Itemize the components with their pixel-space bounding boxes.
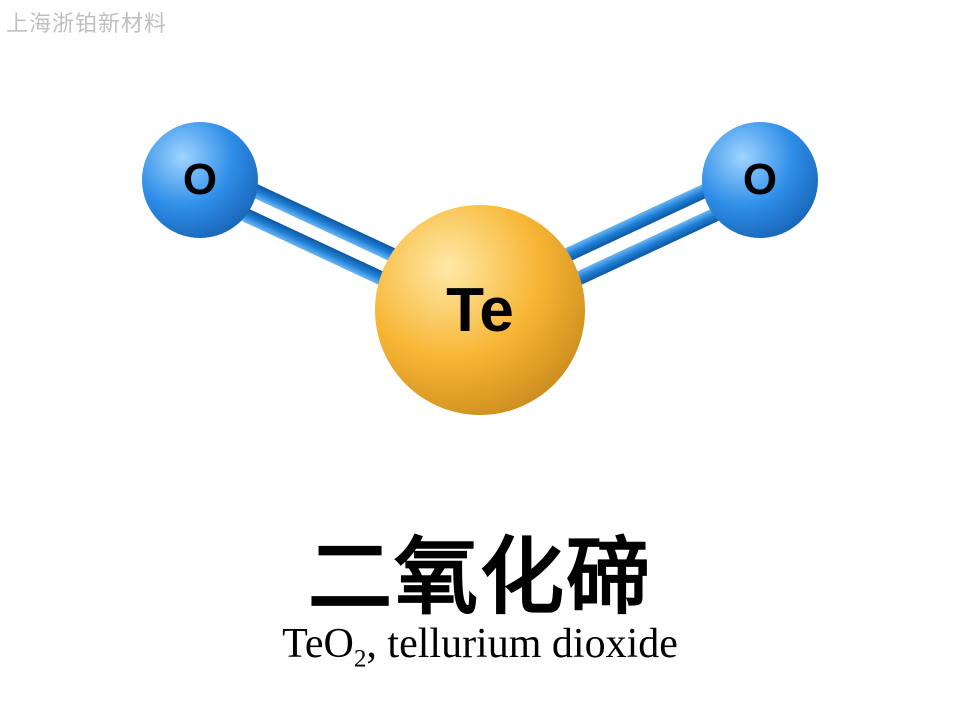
- compound-name-chinese: 二氧化碲: [0, 510, 960, 631]
- formula-subscript: 2: [354, 645, 367, 672]
- watermark-text: 上海浙铂新材料: [6, 6, 167, 38]
- tellurium-atom: Te: [375, 205, 585, 415]
- molecule-diagram: O O Te: [100, 70, 860, 450]
- diagram-stage: 上海浙铂新材料 O O Te 二氧化碲 TeO2, tellurium dioxid…: [0, 0, 960, 720]
- oxygen-atom: O: [702, 122, 818, 238]
- compound-name-english: tellurium dioxide: [387, 621, 677, 667]
- oxygen-atom: O: [142, 122, 258, 238]
- formula-separator: ,: [366, 621, 387, 667]
- compound-formula-and-english-name: TeO2, tellurium dioxide: [0, 620, 960, 673]
- formula-element: TeO: [282, 621, 354, 667]
